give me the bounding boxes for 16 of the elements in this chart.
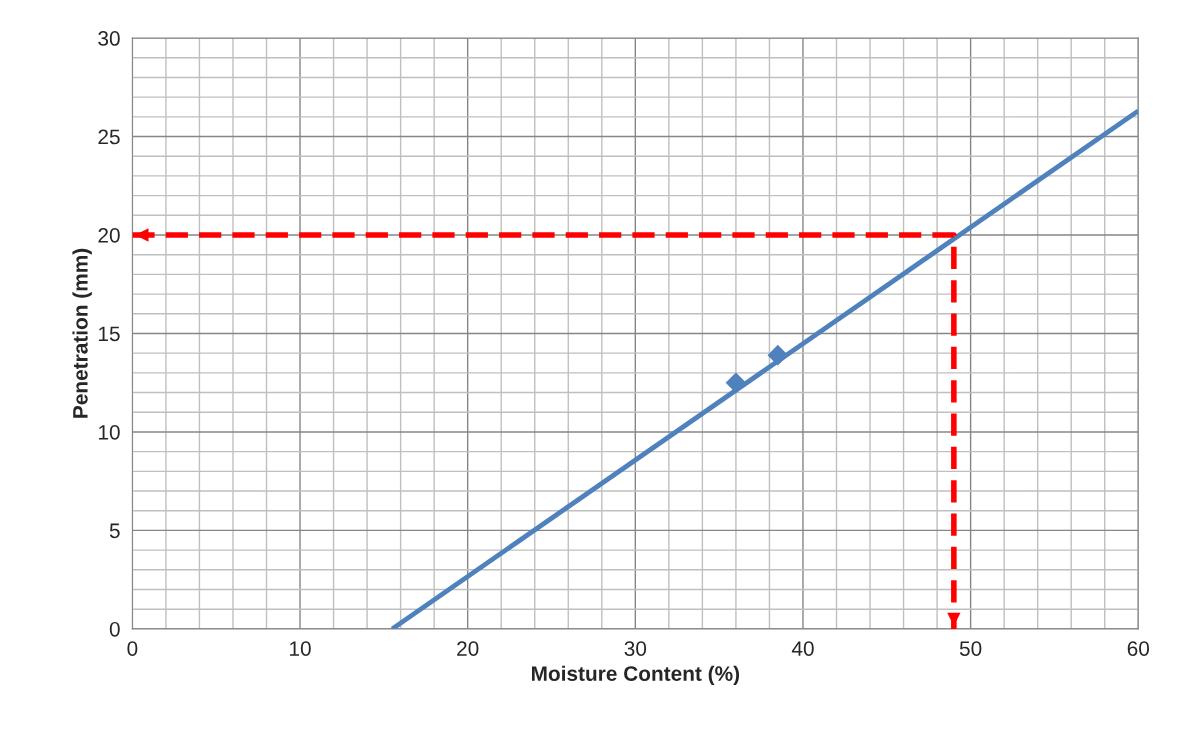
y-tick-label: 30 xyxy=(98,31,120,46)
x-tick-label: 20 xyxy=(457,641,479,656)
y-tick-label: 0 xyxy=(109,621,120,637)
y-tick-label: 15 xyxy=(99,326,120,342)
y-axis-title: Penetration (mm) xyxy=(72,248,92,418)
x-tick-label: 0 xyxy=(127,641,138,656)
x-tick-label: 50 xyxy=(959,641,982,656)
y-tick-label: 25 xyxy=(98,129,120,145)
y-tick-label: 20 xyxy=(98,227,120,243)
y-tick-label: 10 xyxy=(99,424,120,440)
x-tick-label: 40 xyxy=(791,641,814,656)
x-tick-label: 10 xyxy=(290,641,311,656)
x-axis-title: Moisture Content (%) xyxy=(531,665,740,686)
x-tick-label: 30 xyxy=(624,641,647,656)
y-tick-label: 5 xyxy=(109,523,120,539)
x-tick-label: 60 xyxy=(1127,641,1150,656)
